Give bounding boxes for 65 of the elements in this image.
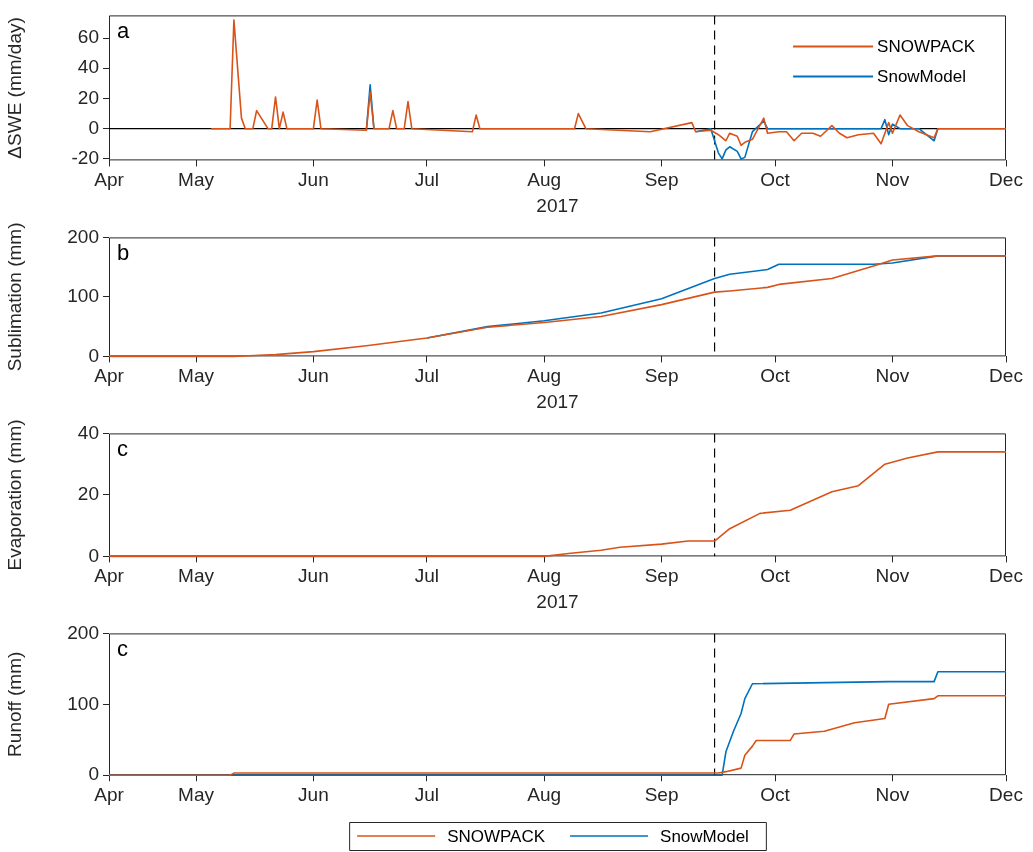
x-tick-label: Oct [760,365,791,387]
x-tick-label: Sep [644,169,679,191]
x-axis-title: 2017 [536,390,579,412]
legend-label: SnowModel [660,826,749,846]
legend-label: SNOWPACK [447,826,546,846]
x-tick-label: May [178,169,215,191]
x-tick-label: Jul [414,565,440,587]
x-tick-label: Nov [875,169,910,191]
legend-label: SNOWPACK [877,37,976,57]
annotation: a [117,18,130,44]
x-tick-label: Sep [644,783,679,805]
y-tick-label: 0 [88,344,99,366]
x-tick-label: Jun [298,169,329,191]
y-tick-label: 200 [67,621,99,643]
x-tick-label: Oct [760,783,791,805]
x-tick-label: May [178,565,215,587]
x-tick-label: Oct [760,565,791,587]
y-axis-title: Evaporation (mm) [3,419,25,571]
x-tick-label: Apr [94,365,125,387]
y-tick-label: 40 [77,56,99,78]
y-tick-label: 40 [77,421,99,443]
y-axis-title: ΔSWE (mm/day) [3,17,25,159]
x-tick-label: Nov [875,365,910,387]
x-tick-label: May [178,783,215,805]
annotation: c [117,636,128,662]
x-tick-label: May [178,365,215,387]
x-tick-label: Jun [298,783,329,805]
x-tick-label: Jun [298,365,329,387]
y-axis-title: Sublimation (mm) [3,222,25,372]
x-tick-label: Apr [94,169,125,191]
x-tick-label: Aug [527,783,562,805]
x-tick-label: Aug [527,565,562,587]
y-tick-label: 0 [88,544,99,566]
legend-label: SnowModel [877,67,966,87]
x-axis-title: 2017 [536,590,579,612]
y-tick-label: 20 [77,86,99,108]
y-tick-label: -20 [71,147,99,169]
y-tick-label: 0 [88,116,99,138]
annotation: b [117,240,130,266]
y-axis-title: Runoff (mm) [3,651,25,757]
x-tick-label: Sep [644,365,679,387]
annotation: c [117,436,128,462]
x-tick-label: Apr [94,565,125,587]
x-tick-label: Dec [989,169,1023,191]
x-tick-label: Aug [527,169,562,191]
x-tick-label: Sep [644,565,679,587]
y-tick-label: 100 [67,692,99,714]
y-tick-label: 200 [67,225,99,247]
y-tick-label: 0 [88,763,99,785]
x-axis-title: 2017 [536,194,579,216]
y-tick-label: 20 [77,483,99,505]
x-tick-label: Jun [298,565,329,587]
x-tick-label: Dec [989,783,1023,805]
x-tick-label: Nov [875,565,910,587]
x-tick-label: Dec [989,565,1023,587]
y-tick-label: 100 [67,285,99,307]
x-tick-label: Jul [414,783,440,805]
x-tick-label: Aug [527,365,562,387]
x-tick-label: Oct [760,169,791,191]
x-tick-label: Jul [414,169,440,191]
x-tick-label: Apr [94,783,125,805]
x-tick-label: Dec [989,365,1023,387]
y-tick-label: 60 [77,26,99,48]
x-tick-label: Nov [875,783,910,805]
x-tick-label: Jul [414,365,440,387]
